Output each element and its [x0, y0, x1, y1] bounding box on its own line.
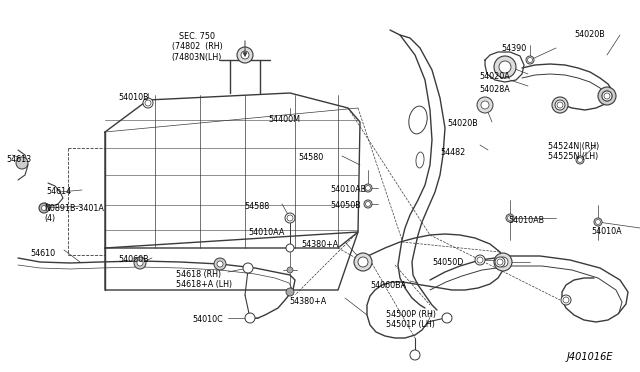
Text: 54524N (RH)
54525N (LH): 54524N (RH) 54525N (LH) — [548, 142, 599, 161]
Text: 54010AB: 54010AB — [330, 185, 366, 194]
Circle shape — [354, 253, 372, 271]
Circle shape — [39, 203, 49, 213]
Circle shape — [481, 101, 489, 109]
Circle shape — [286, 288, 294, 296]
Text: 54010B: 54010B — [118, 93, 148, 102]
Circle shape — [555, 100, 565, 110]
Circle shape — [526, 56, 534, 64]
Circle shape — [556, 101, 564, 109]
Circle shape — [494, 56, 516, 78]
Circle shape — [497, 259, 503, 265]
Circle shape — [577, 157, 582, 163]
Circle shape — [576, 156, 584, 164]
Circle shape — [410, 350, 420, 360]
Circle shape — [552, 97, 568, 113]
Circle shape — [365, 186, 371, 190]
Circle shape — [594, 218, 602, 226]
Text: 54050B: 54050B — [330, 201, 361, 210]
Circle shape — [527, 58, 532, 62]
Text: 54060B: 54060B — [118, 255, 148, 264]
Text: SEC. 750
(74802  (RH)
(74803N(LH): SEC. 750 (74802 (RH) (74803N(LH) — [172, 32, 222, 62]
Circle shape — [498, 257, 508, 267]
Circle shape — [245, 313, 255, 323]
Circle shape — [499, 61, 511, 73]
Circle shape — [214, 258, 226, 270]
Text: 54020B: 54020B — [447, 119, 477, 128]
Ellipse shape — [409, 106, 427, 134]
Circle shape — [143, 98, 153, 108]
Circle shape — [475, 255, 485, 265]
Circle shape — [365, 202, 371, 206]
Circle shape — [285, 213, 295, 223]
Text: 54610: 54610 — [30, 249, 55, 258]
Circle shape — [42, 205, 47, 211]
Text: 54380+A: 54380+A — [289, 297, 326, 306]
Circle shape — [563, 297, 569, 303]
Text: 54588: 54588 — [244, 202, 269, 211]
Circle shape — [477, 97, 493, 113]
Text: 54613: 54613 — [6, 155, 31, 164]
Circle shape — [287, 215, 293, 221]
Circle shape — [561, 295, 571, 305]
Circle shape — [145, 100, 151, 106]
Text: 54010A: 54010A — [591, 227, 621, 236]
Text: J401016E: J401016E — [567, 352, 614, 362]
Circle shape — [16, 157, 28, 169]
Text: 54050D: 54050D — [432, 258, 463, 267]
Text: N0891B-3401A
(4): N0891B-3401A (4) — [44, 204, 104, 224]
Circle shape — [243, 263, 253, 273]
Circle shape — [137, 260, 143, 266]
Circle shape — [557, 102, 563, 108]
Text: 54482: 54482 — [440, 148, 465, 157]
Ellipse shape — [416, 152, 424, 168]
Circle shape — [508, 215, 513, 221]
Circle shape — [442, 313, 452, 323]
Text: 54060BA: 54060BA — [370, 281, 406, 290]
Text: 54500P (RH)
54501P (LH): 54500P (RH) 54501P (LH) — [386, 310, 436, 329]
Circle shape — [217, 261, 223, 267]
Circle shape — [495, 257, 505, 267]
Text: 54010AB: 54010AB — [508, 216, 544, 225]
Circle shape — [602, 91, 612, 101]
Circle shape — [358, 257, 368, 267]
Text: 54010AA: 54010AA — [248, 228, 284, 237]
Circle shape — [364, 200, 372, 208]
Circle shape — [237, 47, 253, 63]
Circle shape — [241, 51, 249, 59]
Circle shape — [595, 219, 600, 224]
Text: 54400M: 54400M — [268, 115, 300, 124]
Circle shape — [598, 87, 616, 105]
Text: 54580: 54580 — [298, 153, 323, 162]
Circle shape — [500, 62, 510, 72]
Text: 54380+A: 54380+A — [301, 240, 339, 249]
Text: 54618 (RH)
54618+A (LH): 54618 (RH) 54618+A (LH) — [176, 270, 232, 289]
Text: 54028A: 54028A — [479, 85, 509, 94]
Circle shape — [604, 93, 610, 99]
Text: 54020B: 54020B — [574, 30, 605, 39]
Text: 54020A: 54020A — [479, 72, 509, 81]
Circle shape — [477, 257, 483, 263]
Circle shape — [495, 57, 515, 77]
Circle shape — [286, 244, 294, 252]
Circle shape — [287, 267, 293, 273]
Text: 54614: 54614 — [46, 187, 71, 196]
Text: 54010C: 54010C — [192, 315, 223, 324]
Circle shape — [506, 214, 514, 222]
Text: 54390: 54390 — [501, 44, 526, 53]
Circle shape — [494, 253, 512, 271]
Circle shape — [602, 91, 612, 101]
Circle shape — [134, 257, 146, 269]
Circle shape — [364, 184, 372, 192]
